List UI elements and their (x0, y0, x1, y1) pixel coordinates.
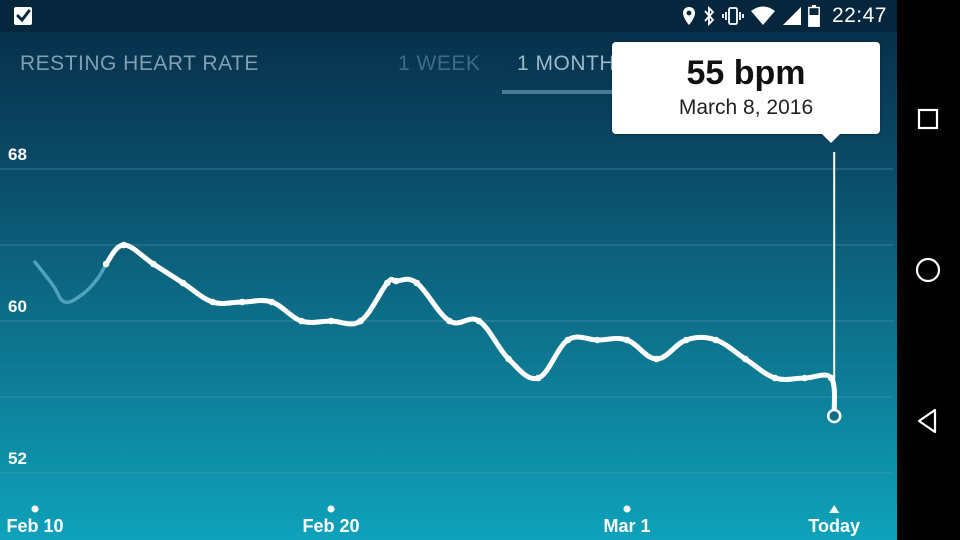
heart-rate-chart[interactable]: 52 60 68 Feb 10 Feb 20 Mar 1 Today (0, 0, 897, 540)
tooltip-date: March 8, 2016 (678, 96, 814, 119)
status-clock: 22:47 (831, 4, 887, 27)
home-icon[interactable] (913, 255, 943, 285)
y-tick-label: 52 (8, 449, 27, 468)
page-title: RESTING HEART RATE (20, 52, 259, 75)
tab-selected-indicator (502, 90, 642, 94)
x-tick-marker (327, 505, 335, 513)
data-point[interactable] (150, 260, 157, 268)
data-point[interactable] (327, 317, 335, 325)
x-tick-marker (31, 505, 39, 513)
data-point[interactable] (594, 336, 601, 344)
data-point[interactable] (653, 355, 660, 363)
data-point[interactable] (534, 374, 542, 382)
data-point[interactable] (801, 374, 808, 382)
tooltip-bpm-value: 55 bpm (686, 54, 806, 92)
data-point[interactable] (179, 279, 187, 287)
data-point[interactable] (120, 241, 128, 249)
selected-value-tooltip: 55 bpm March 8, 2016 (612, 42, 880, 134)
vibrate-icon (722, 7, 744, 25)
data-point[interactable] (475, 317, 483, 325)
selected-data-point[interactable] (826, 408, 842, 424)
wifi-icon (750, 6, 775, 25)
app-screen: 52 60 68 Feb 10 Feb 20 Mar 1 Today (0, 0, 897, 540)
bluetooth-icon (704, 6, 715, 26)
x-tick-label: Today (808, 516, 860, 536)
data-point[interactable] (771, 374, 779, 382)
tab-1-month[interactable]: 1 MONTH (517, 52, 615, 75)
data-point[interactable] (102, 260, 110, 268)
status-bar: 22:47 (0, 0, 897, 32)
back-icon[interactable] (913, 406, 943, 436)
x-tick-marker (623, 505, 631, 513)
android-nav-bar (897, 0, 960, 540)
data-point[interactable] (505, 355, 512, 363)
data-point[interactable] (268, 298, 276, 306)
status-icons: 22:47 (682, 0, 887, 32)
y-tick-label: 60 (8, 297, 27, 316)
header: RESTING HEART RATE 1 WEEK 1 MONTH (0, 32, 897, 96)
data-point[interactable] (623, 336, 631, 344)
x-tick-label: Feb 20 (302, 516, 359, 536)
data-point[interactable] (564, 336, 572, 344)
data-point[interactable] (682, 336, 690, 344)
data-point[interactable] (446, 317, 453, 325)
data-point[interactable] (712, 336, 720, 344)
data-point[interactable] (392, 277, 400, 285)
tooltip-pointer (821, 133, 841, 143)
data-point[interactable] (238, 298, 246, 306)
data-point[interactable] (209, 298, 216, 306)
battery-icon (808, 5, 820, 27)
signal-icon (782, 7, 801, 25)
data-point[interactable] (742, 355, 749, 363)
heart-rate-line (103, 242, 838, 419)
data-point[interactable] (383, 279, 391, 287)
heart-rate-line-previous (33, 260, 108, 305)
recent-apps-icon[interactable] (913, 104, 943, 134)
data-point[interactable] (298, 317, 305, 325)
location-icon (682, 7, 695, 25)
data-point[interactable] (827, 374, 835, 382)
fitbit-check-icon (14, 7, 32, 25)
data-point[interactable] (413, 279, 421, 287)
x-tick-marker (829, 505, 840, 513)
data-point[interactable] (357, 317, 364, 325)
y-tick-label: 68 (8, 145, 27, 164)
tab-1-week[interactable]: 1 WEEK (398, 52, 481, 75)
x-tick-label: Mar 1 (603, 516, 650, 536)
x-tick-label: Feb 10 (6, 516, 63, 536)
